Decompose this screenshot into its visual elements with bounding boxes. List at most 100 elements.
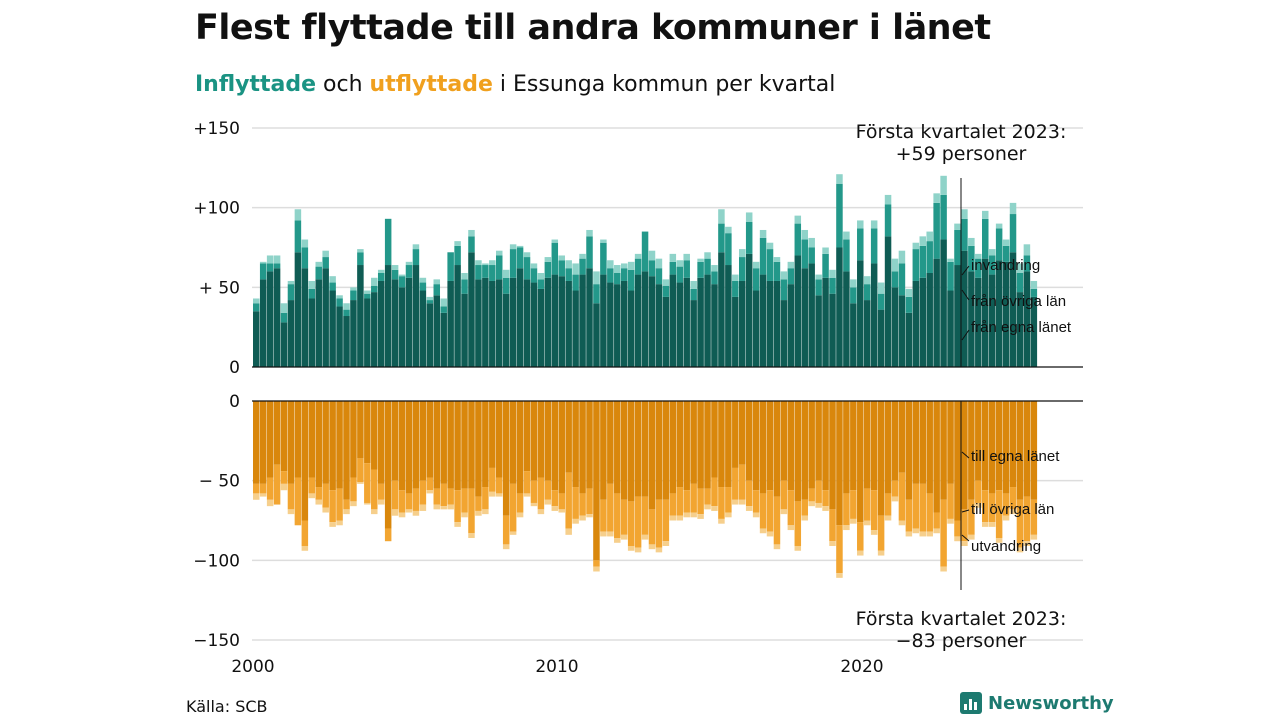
bar-in-immig	[836, 174, 843, 184]
bar-in-own	[440, 312, 447, 367]
bar-out-own	[822, 401, 829, 491]
bar-in-other	[863, 284, 871, 301]
bar-out-own	[884, 401, 892, 494]
bar-in-own	[308, 298, 316, 367]
bar-out-own	[683, 401, 690, 491]
bar-out-own	[676, 401, 684, 488]
bar-in-immig	[433, 279, 441, 285]
bar-in-own	[766, 280, 774, 367]
bar-out-other	[926, 493, 933, 532]
brand[interactable]: Newsworthy	[960, 692, 1114, 714]
bar-in-own	[711, 284, 718, 367]
bar-out-own	[891, 401, 899, 481]
bar-out-emig	[982, 522, 989, 527]
bar-out-other	[752, 490, 760, 513]
bar-out-own	[266, 401, 274, 478]
bar-in-own	[516, 268, 524, 367]
bar-in-own	[530, 282, 538, 367]
subtitle-rest: i Essunga kommun per kvartal	[499, 72, 836, 97]
series-label-in: invandring	[971, 257, 1040, 274]
bar-in-immig	[891, 258, 899, 272]
bar-out-emig	[572, 518, 579, 524]
bar-out-own	[391, 401, 399, 481]
bar-in-immig	[440, 298, 447, 307]
bar-out-emig	[829, 541, 836, 546]
bar-in-immig	[454, 241, 461, 246]
bar-in-own	[850, 303, 857, 367]
bar-in-immig	[676, 260, 684, 267]
bar-out-other	[697, 488, 704, 515]
bar-in-own	[676, 282, 684, 367]
bar-in-immig	[1023, 244, 1031, 256]
bar-in-other	[391, 269, 399, 280]
bar-out-emig	[586, 514, 593, 518]
bar-in-immig	[662, 279, 670, 286]
bar-out-emig	[412, 510, 420, 516]
bar-in-own	[801, 268, 808, 367]
bar-out-emig	[509, 531, 517, 535]
bar-in-immig	[1030, 280, 1038, 289]
bar-out-emig	[718, 518, 725, 524]
bar-out-other	[947, 483, 954, 519]
bar-out-other	[690, 483, 697, 513]
bar-in-own	[863, 300, 871, 367]
bar-in-other	[579, 258, 586, 275]
bar-in-other	[301, 247, 309, 269]
bar-out-emig	[301, 545, 309, 551]
bar-out-emig	[537, 509, 545, 515]
bar-in-own	[329, 290, 336, 367]
bar-in-other	[586, 236, 593, 269]
bar-out-own	[593, 401, 600, 561]
bar-in-other	[975, 258, 982, 278]
bar-out-other	[357, 458, 364, 483]
bar-in-other	[412, 249, 420, 266]
y-tick-label: 0	[229, 358, 240, 378]
bar-in-other	[676, 266, 684, 283]
bar-in-own	[627, 290, 635, 367]
bar-in-other	[829, 277, 836, 294]
bar-out-emig	[1016, 547, 1024, 553]
chart-title: Flest flyttade till andra kommuner i län…	[195, 8, 991, 48]
bar-in-own	[891, 287, 899, 367]
bar-in-immig	[815, 274, 822, 280]
bar-in-own	[836, 247, 843, 367]
bar-out-emig	[405, 509, 413, 513]
bar-in-immig	[926, 231, 933, 242]
bar-out-emig	[752, 512, 760, 518]
bar-out-emig	[711, 506, 718, 511]
bar-in-other	[857, 228, 864, 261]
bar-out-emig	[884, 515, 892, 521]
bar-out-other	[732, 467, 739, 500]
bar-out-own	[377, 401, 385, 484]
bar-out-emig	[891, 496, 899, 502]
bar-out-own	[808, 401, 815, 489]
bar-in-immig	[919, 236, 927, 246]
annotation-top-line2: +59 personer	[896, 143, 1027, 165]
bar-out-other	[315, 487, 322, 500]
bar-out-own	[725, 401, 732, 488]
chart-subtitle: Inflyttade och utflyttade i Essunga komm…	[195, 72, 835, 97]
bar-in-immig	[530, 263, 538, 269]
bar-in-own	[947, 290, 954, 367]
bar-out-own	[773, 401, 781, 497]
bar-out-other	[850, 490, 857, 519]
bar-out-other	[808, 488, 815, 502]
bar-out-other	[502, 515, 510, 545]
bar-out-emig	[315, 499, 322, 505]
bar-out-emig	[593, 566, 600, 572]
bar-out-own	[600, 401, 607, 500]
bar-out-own	[371, 401, 378, 470]
bar-in-own	[905, 312, 913, 367]
bar-in-other	[891, 271, 899, 288]
bar-in-immig	[329, 276, 336, 283]
bar-out-emig	[620, 534, 628, 540]
annotation-bottom-line2: −83 personer	[896, 630, 1027, 652]
bar-in-own	[253, 311, 260, 367]
bar-in-immig	[808, 237, 815, 248]
bar-out-emig	[1030, 534, 1038, 540]
bar-in-immig	[614, 265, 621, 273]
label-connector	[961, 329, 970, 341]
bar-in-own	[600, 274, 607, 367]
bar-out-own	[1009, 401, 1017, 488]
bar-out-emig	[614, 538, 621, 543]
